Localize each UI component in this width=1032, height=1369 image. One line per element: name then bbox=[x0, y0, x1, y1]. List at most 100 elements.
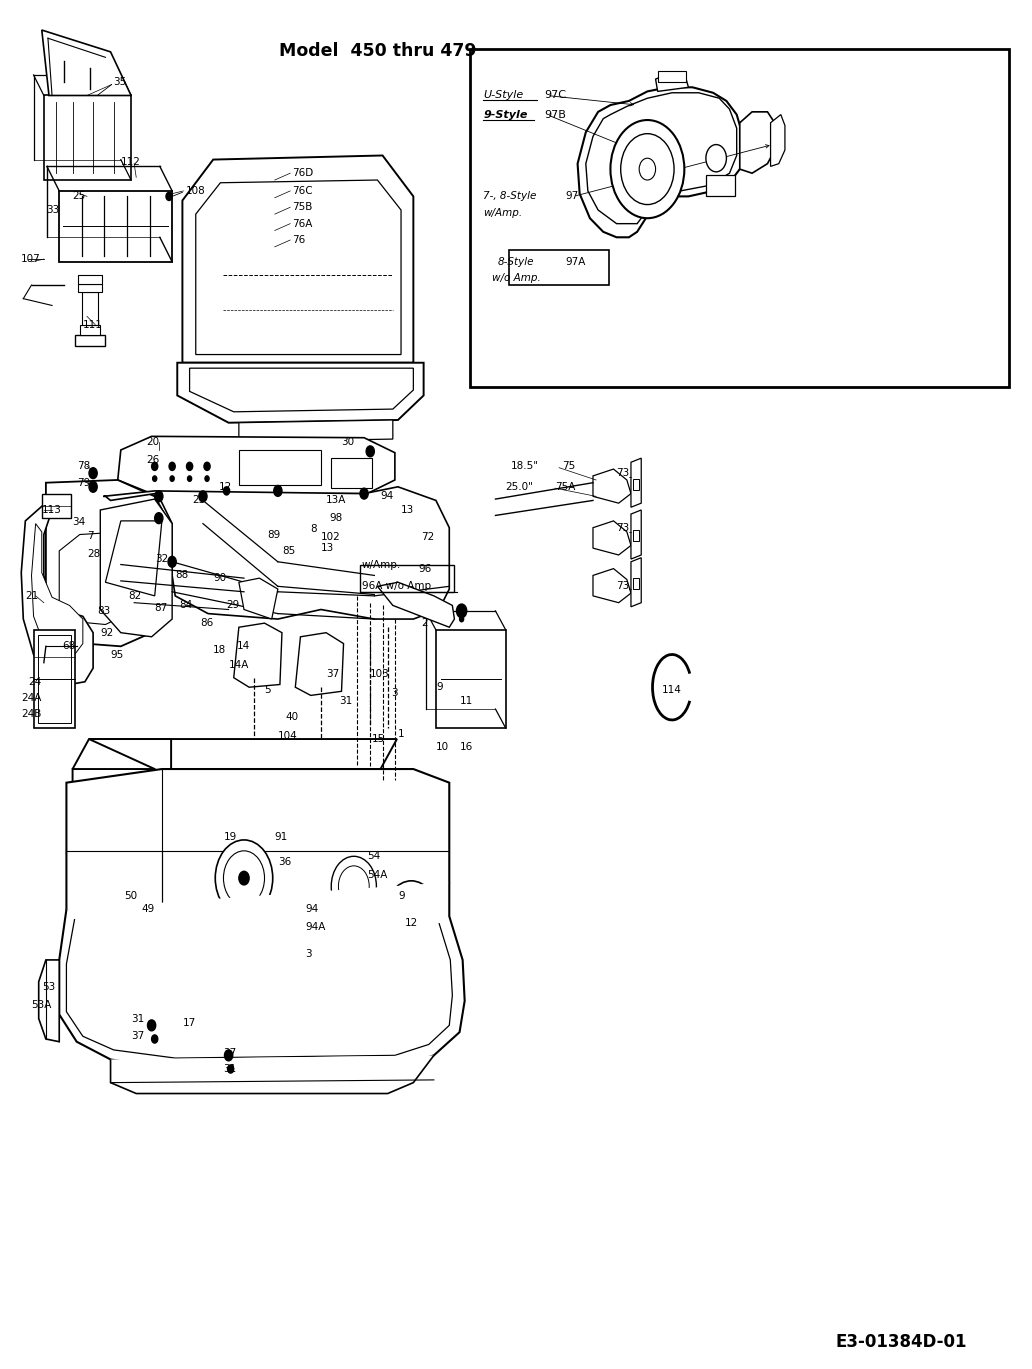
Text: 31: 31 bbox=[131, 1013, 144, 1024]
Text: 68: 68 bbox=[62, 641, 75, 652]
Text: 9: 9 bbox=[398, 891, 405, 901]
Text: 8: 8 bbox=[311, 524, 317, 534]
Polygon shape bbox=[378, 582, 454, 627]
Text: 50: 50 bbox=[124, 891, 137, 901]
Text: 36: 36 bbox=[278, 857, 291, 867]
Circle shape bbox=[459, 616, 463, 622]
Text: 28: 28 bbox=[87, 549, 100, 559]
Text: 24A: 24A bbox=[22, 693, 41, 704]
Circle shape bbox=[170, 476, 174, 482]
Polygon shape bbox=[631, 511, 641, 559]
Text: 26: 26 bbox=[147, 455, 160, 464]
Text: w/o Amp.: w/o Amp. bbox=[491, 274, 541, 283]
Text: 97: 97 bbox=[566, 192, 579, 201]
Text: 10: 10 bbox=[436, 742, 449, 752]
Text: 73: 73 bbox=[616, 468, 630, 478]
Text: 24: 24 bbox=[29, 676, 41, 687]
Circle shape bbox=[216, 841, 272, 916]
Circle shape bbox=[169, 463, 175, 471]
Text: 19: 19 bbox=[224, 832, 236, 842]
Text: 83: 83 bbox=[97, 606, 110, 616]
Polygon shape bbox=[178, 363, 423, 423]
Circle shape bbox=[385, 880, 438, 951]
Text: 13: 13 bbox=[401, 505, 414, 515]
Text: 2: 2 bbox=[421, 619, 428, 628]
Bar bbox=[77, 283, 102, 292]
Text: 107: 107 bbox=[22, 255, 41, 264]
Text: 13: 13 bbox=[321, 543, 334, 553]
Polygon shape bbox=[586, 93, 737, 223]
Circle shape bbox=[152, 1035, 158, 1043]
Polygon shape bbox=[66, 919, 452, 1058]
Polygon shape bbox=[118, 437, 395, 494]
Polygon shape bbox=[110, 1055, 433, 1094]
Text: 73: 73 bbox=[616, 523, 630, 533]
Polygon shape bbox=[631, 557, 641, 606]
Text: 87: 87 bbox=[155, 604, 168, 613]
Text: 102: 102 bbox=[321, 533, 341, 542]
Text: 25: 25 bbox=[72, 192, 86, 201]
Text: 89: 89 bbox=[267, 530, 281, 539]
Text: 82: 82 bbox=[128, 591, 141, 601]
Text: 11: 11 bbox=[459, 695, 473, 706]
Text: 76A: 76A bbox=[292, 219, 313, 229]
Text: 95: 95 bbox=[110, 649, 124, 660]
Circle shape bbox=[148, 1020, 156, 1031]
Text: 37: 37 bbox=[131, 1031, 144, 1042]
Text: 49: 49 bbox=[141, 905, 155, 914]
Text: E3-01384D-01: E3-01384D-01 bbox=[835, 1332, 967, 1351]
Text: 40: 40 bbox=[285, 712, 298, 723]
Text: 31: 31 bbox=[340, 695, 353, 706]
Text: 97A: 97A bbox=[566, 257, 585, 267]
Bar bbox=[43, 96, 131, 181]
Bar bbox=[470, 49, 1008, 387]
Polygon shape bbox=[72, 739, 397, 769]
Text: 104: 104 bbox=[278, 731, 297, 741]
Circle shape bbox=[187, 463, 193, 471]
Text: 23: 23 bbox=[193, 496, 206, 505]
Text: 9-Style: 9-Style bbox=[483, 110, 527, 119]
Polygon shape bbox=[295, 632, 344, 695]
Circle shape bbox=[639, 159, 655, 181]
Polygon shape bbox=[66, 769, 449, 950]
Text: 76: 76 bbox=[292, 235, 305, 245]
Bar bbox=[509, 249, 610, 285]
Text: 94: 94 bbox=[381, 491, 394, 501]
Text: 35: 35 bbox=[114, 77, 127, 86]
Polygon shape bbox=[72, 769, 155, 909]
Text: 30: 30 bbox=[342, 437, 355, 446]
Text: 7-, 8-Style: 7-, 8-Style bbox=[483, 192, 537, 201]
Text: 103: 103 bbox=[370, 668, 390, 679]
Text: 18.5": 18.5" bbox=[511, 461, 539, 471]
Bar bbox=[74, 335, 105, 346]
Polygon shape bbox=[238, 578, 278, 619]
Text: w/Amp.: w/Amp. bbox=[362, 560, 401, 570]
Text: 12: 12 bbox=[219, 482, 231, 491]
Text: 97B: 97B bbox=[545, 110, 567, 119]
Circle shape bbox=[224, 852, 264, 905]
Text: 75B: 75B bbox=[292, 203, 313, 212]
Polygon shape bbox=[578, 88, 744, 237]
Text: 72: 72 bbox=[421, 533, 434, 542]
Bar bbox=[633, 479, 639, 490]
Circle shape bbox=[392, 890, 430, 942]
Text: 75A: 75A bbox=[555, 482, 576, 491]
Text: 3: 3 bbox=[391, 687, 397, 698]
Circle shape bbox=[155, 513, 163, 523]
Polygon shape bbox=[39, 960, 59, 1042]
Text: 17: 17 bbox=[183, 1017, 196, 1028]
Text: 16: 16 bbox=[459, 742, 473, 752]
Circle shape bbox=[366, 446, 375, 457]
Text: 94: 94 bbox=[305, 905, 319, 914]
Text: 18: 18 bbox=[214, 645, 226, 656]
Bar bbox=[41, 494, 70, 517]
Circle shape bbox=[238, 871, 249, 884]
Circle shape bbox=[228, 1065, 233, 1073]
Polygon shape bbox=[655, 74, 688, 92]
Text: 37: 37 bbox=[326, 668, 340, 679]
Bar bbox=[633, 578, 639, 589]
Polygon shape bbox=[89, 739, 171, 909]
Circle shape bbox=[153, 476, 157, 482]
Circle shape bbox=[331, 856, 377, 916]
Polygon shape bbox=[100, 500, 172, 637]
